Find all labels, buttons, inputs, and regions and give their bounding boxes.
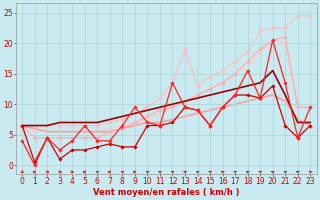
X-axis label: Vent moyen/en rafales ( km/h ): Vent moyen/en rafales ( km/h ) bbox=[93, 188, 239, 197]
